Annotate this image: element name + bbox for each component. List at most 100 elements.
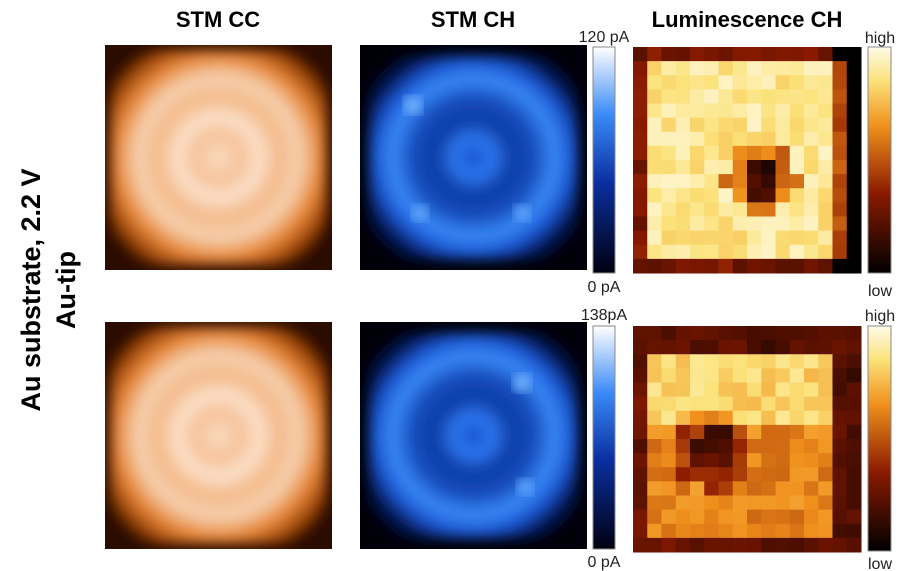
pixel — [804, 439, 819, 454]
pixel — [704, 411, 719, 426]
pixel — [704, 75, 719, 90]
pixel — [662, 75, 677, 90]
pixel — [747, 132, 762, 147]
pixel — [818, 467, 833, 482]
pixel — [833, 340, 848, 355]
pixel — [776, 354, 791, 369]
pixel — [804, 425, 819, 440]
pixel — [833, 75, 848, 90]
pixel — [633, 481, 648, 496]
pixel — [633, 118, 648, 133]
pixel — [833, 467, 848, 482]
pixel — [676, 132, 691, 147]
pixel — [733, 411, 748, 426]
pixel — [676, 104, 691, 119]
pixel — [733, 397, 748, 412]
pixel — [790, 326, 805, 341]
pixel — [818, 259, 833, 274]
pixel — [776, 453, 791, 468]
pixel — [704, 160, 719, 175]
pixel — [790, 453, 805, 468]
pixel — [733, 538, 748, 553]
pixel — [733, 467, 748, 482]
pixel — [818, 118, 833, 133]
pixel — [818, 245, 833, 260]
pixel — [704, 188, 719, 203]
pixel — [662, 118, 677, 133]
pixel — [833, 132, 848, 147]
pixel — [662, 481, 677, 496]
pixel — [776, 132, 791, 147]
pixel — [761, 326, 776, 341]
pixel — [847, 160, 862, 175]
pixel — [662, 538, 677, 553]
pixel — [818, 75, 833, 90]
pixel — [633, 160, 648, 175]
pixel — [676, 425, 691, 440]
pixel — [847, 75, 862, 90]
pixel — [662, 89, 677, 104]
pixel — [790, 146, 805, 161]
pixel — [804, 118, 819, 133]
pixel — [790, 340, 805, 355]
pixel — [633, 453, 648, 468]
pixel — [761, 354, 776, 369]
luminescence-image — [633, 326, 862, 553]
pixel — [676, 453, 691, 468]
pixel — [833, 411, 848, 426]
pixel — [733, 496, 748, 511]
pixel — [804, 217, 819, 232]
pixel — [790, 368, 805, 383]
pixel — [818, 538, 833, 553]
current-colorbar — [593, 326, 615, 549]
pixel — [833, 245, 848, 260]
pixel — [833, 524, 848, 539]
pixel — [847, 61, 862, 76]
pixel — [676, 61, 691, 76]
pixel — [833, 146, 848, 161]
pixel — [733, 174, 748, 189]
pixel — [818, 510, 833, 525]
pixel — [847, 354, 862, 369]
pixel — [776, 118, 791, 133]
pixel — [804, 132, 819, 147]
pixel — [676, 160, 691, 175]
pixel — [747, 188, 762, 203]
pixel — [633, 368, 648, 383]
pixel — [733, 524, 748, 539]
pixel — [719, 104, 734, 119]
pixel — [804, 202, 819, 217]
pixel — [733, 202, 748, 217]
pixel — [676, 217, 691, 232]
pixel — [747, 104, 762, 119]
pixel — [662, 368, 677, 383]
pixel — [690, 259, 705, 274]
pixel — [647, 524, 662, 539]
pixel — [633, 202, 648, 217]
pixel — [633, 538, 648, 553]
pixel — [804, 496, 819, 511]
pixel — [747, 174, 762, 189]
pixel — [719, 245, 734, 260]
pixel — [633, 354, 648, 369]
pixel — [633, 217, 648, 232]
pixel — [747, 118, 762, 133]
pixel — [719, 259, 734, 274]
pixel — [647, 75, 662, 90]
pixel — [790, 160, 805, 175]
pixel — [690, 340, 705, 355]
pixel — [733, 160, 748, 175]
pixel — [804, 104, 819, 119]
pixel — [818, 340, 833, 355]
pixel — [733, 425, 748, 440]
pixel — [747, 146, 762, 161]
pixel — [704, 146, 719, 161]
pixel — [833, 259, 848, 274]
pixel — [719, 354, 734, 369]
pixel — [676, 47, 691, 62]
pixel — [704, 538, 719, 553]
pixel — [761, 368, 776, 383]
pixel — [719, 453, 734, 468]
luminescence-colorbar — [868, 326, 891, 551]
pixel — [690, 411, 705, 426]
